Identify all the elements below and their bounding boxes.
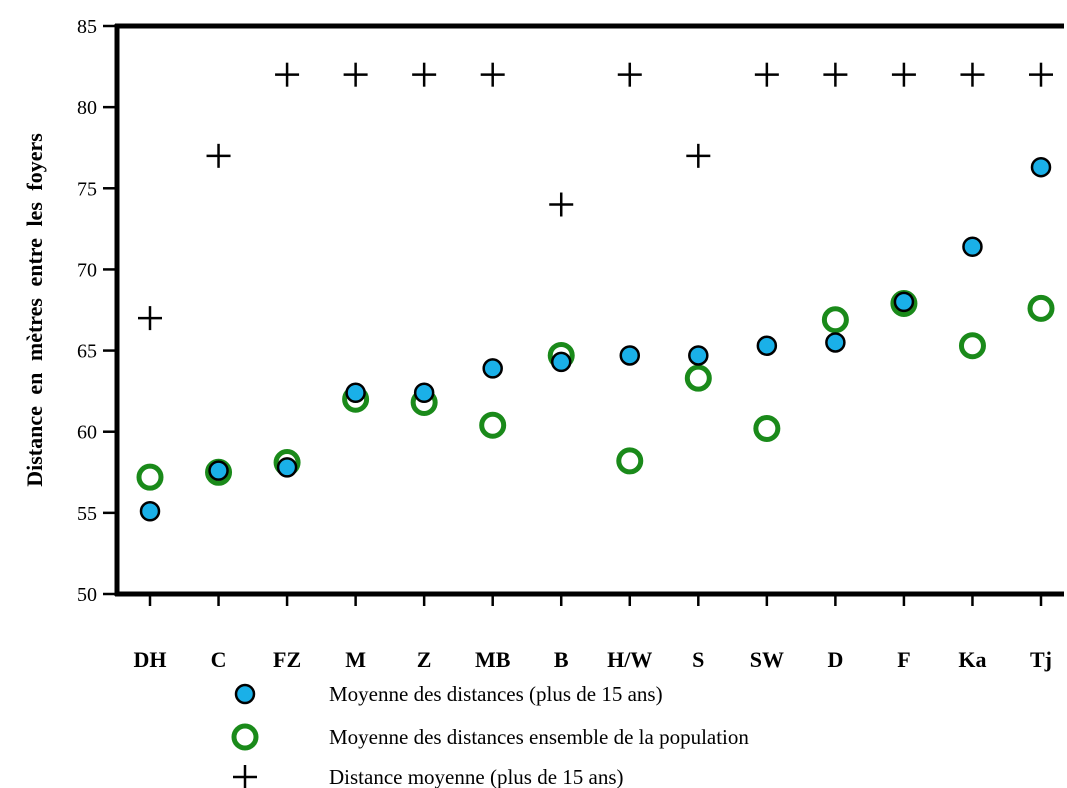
legend-marker-0 [234,683,256,705]
point-plus-f [891,62,916,87]
point-plus-m [343,62,368,87]
x-tick-label-ka: Ka [958,647,986,672]
point-filled-circle-h-w [619,345,641,366]
x-tick-label-c: C [211,647,227,672]
point-filled-circle-b [550,351,572,373]
x-tick-label-mb: MB [475,647,511,672]
y-tick-label: 75 [77,178,97,200]
point-plus-s [686,143,711,168]
point-open-circle-mb [479,411,507,439]
point-filled-circle-sw [756,335,778,356]
x-tick-label-h-w: H/W [607,647,652,672]
x-tick-label-z: Z [417,647,432,672]
legend-label-2: Distance moyenne (plus de 15 ans) [329,765,624,788]
point-plus-h-w [617,62,642,87]
point-open-circle-dh [136,463,164,491]
point-filled-circle-fz [276,457,298,478]
legend-label-1: Moyenne des distances ensemble de la pop… [329,725,749,749]
point-filled-circle-tj [1030,156,1052,178]
y-tick-label: 85 [77,16,97,38]
y-tick-label: 65 [77,341,97,363]
point-plus-tj [1029,62,1053,87]
point-open-circle-tj [1027,294,1055,322]
point-plus-c [206,143,231,168]
y-tick-label: 55 [77,503,97,525]
x-tick-label-s: S [692,647,704,672]
point-filled-circle-c [208,460,229,481]
y-tick-label: 80 [77,97,97,119]
point-filled-circle-s [688,345,709,366]
y-tick-label: 70 [77,259,97,281]
legend-label-0: Moyenne des distances (plus de 15 ans) [329,682,663,706]
legend-marker-2 [233,765,257,788]
point-filled-circle-ka [962,236,983,257]
point-filled-circle-dh [139,500,161,522]
y-tick-label: 50 [77,584,97,606]
point-filled-circle-z [413,382,435,404]
x-tick-label-dh: DH [134,647,167,672]
point-plus-fz [275,62,300,87]
point-filled-circle-mb [482,358,503,379]
legend-marker-1 [231,723,259,751]
x-tick-label-tj: Tj [1030,647,1052,672]
point-plus-sw [754,62,779,87]
point-plus-dh [138,306,162,331]
x-tick-label-sw: SW [750,647,784,672]
point-open-circle-h-w [616,447,644,475]
x-tick-label-f: F [897,647,910,672]
point-open-circle-ka [958,332,986,360]
point-open-circle-s [684,364,712,392]
point-plus-b [549,192,574,217]
point-open-circle-d [821,306,849,334]
x-tick-label-fz: FZ [273,647,301,672]
point-open-circle-sw [753,414,781,442]
point-filled-circle-f [893,291,915,313]
point-filled-circle-d [825,332,846,353]
x-tick-label-m: M [345,647,366,672]
point-plus-mb [480,62,505,87]
y-axis-label: Distance en mètres entre les foyers [22,133,47,487]
point-filled-circle-m [345,382,366,404]
point-plus-d [823,62,848,87]
x-tick-label-d: D [827,647,843,672]
x-tick-label-b: B [554,647,569,672]
y-tick-label: 60 [77,422,97,444]
point-plus-z [412,62,437,87]
point-plus-ka [960,62,985,87]
